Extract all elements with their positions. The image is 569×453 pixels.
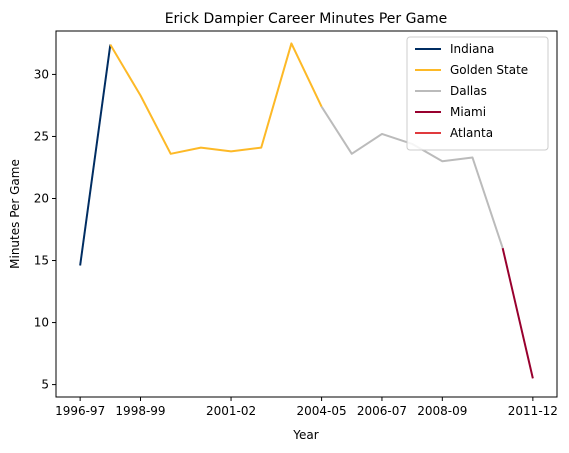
y-tick-label: 5	[41, 378, 49, 392]
y-tick-label: 30	[34, 67, 49, 81]
legend-entry: Atlanta	[450, 126, 493, 140]
legend-entry: Golden State	[450, 63, 528, 77]
x-tick-label: 1996-97	[55, 404, 105, 418]
legend-box	[406, 36, 549, 151]
y-axis: 5 10 15 20 25 30	[34, 67, 56, 392]
series-line-indiana	[79, 44, 112, 266]
x-tick-label: 2008-09	[417, 404, 467, 418]
x-tick-label: 2011-12	[508, 404, 558, 418]
chart-title: Erick Dampier Career Minutes Per Game	[165, 11, 448, 27]
y-axis-label: Minutes Per Game	[8, 159, 22, 269]
y-tick-label: 20	[34, 191, 49, 205]
legend-entry: Indiana	[450, 42, 494, 56]
y-tick-label: 10	[34, 316, 49, 330]
x-axis: 1996-97 1998-99 2001-02 2004-05 2006-07 2008-…	[55, 397, 558, 418]
y-tick-label: 25	[34, 129, 49, 143]
series-line-golden-state	[109, 42, 323, 155]
x-axis-label: Year	[292, 428, 318, 442]
plot-frame	[55, 30, 558, 398]
x-tick-label: 2004-05	[297, 404, 347, 418]
x-tick-label: 2006-07	[357, 404, 407, 418]
series-line-miami	[501, 247, 534, 379]
legend-entry: Dallas	[450, 84, 487, 98]
x-tick-label: 2001-02	[206, 404, 256, 418]
y-tick-label: 15	[34, 254, 49, 268]
legend-entry: Miami	[450, 105, 486, 119]
legend: Indiana Golden State Dallas Miami Atlanta	[406, 36, 549, 151]
x-tick-label: 1998-99	[115, 404, 165, 418]
